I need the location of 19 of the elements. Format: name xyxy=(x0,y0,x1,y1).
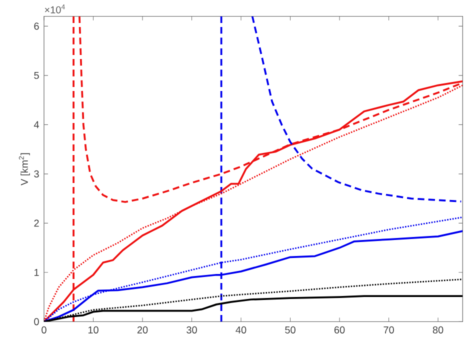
x-tick-label: 40 xyxy=(236,326,246,334)
y-tick-label: 6 xyxy=(34,22,39,30)
y-tick-label: 5 xyxy=(34,72,39,79)
x-tick-label: 0 xyxy=(42,326,46,334)
y-tick-label: 4 xyxy=(34,121,39,128)
line-series xyxy=(251,16,462,202)
x-tick-label: 80 xyxy=(432,326,444,334)
x-tick-label: 10 xyxy=(88,326,98,334)
y-tick-label: 0 xyxy=(34,318,39,326)
text: ×10$^{4}$ xyxy=(44,4,65,14)
x-tick-label: 60 xyxy=(334,326,345,334)
x-tick-label: 70 xyxy=(384,326,394,334)
x-tick-label: 30 xyxy=(186,326,197,334)
x-tick-label: 50 xyxy=(285,326,296,334)
x-tick-label: 20 xyxy=(137,326,148,334)
y-tick-label: 3 xyxy=(34,170,39,178)
y-tick-label: 1 xyxy=(34,268,39,276)
y-axis-title: V [km$^{2}$] xyxy=(18,153,30,186)
y-tick-label: 2 xyxy=(34,220,39,227)
